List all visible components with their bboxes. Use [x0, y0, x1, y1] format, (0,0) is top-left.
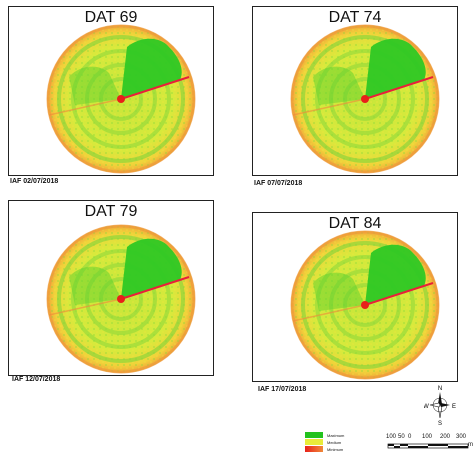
panel-caption: IAF 02/07/2018 [10, 178, 59, 185]
legend-item-medium: Medium [305, 439, 341, 445]
legend-item-maximum: Maximum [305, 432, 344, 438]
legend-label: Medium [327, 439, 342, 445]
svg-text:W: W [424, 404, 429, 410]
legend-swatch-medium [305, 439, 323, 445]
irrigation-circle-map [289, 23, 441, 175]
scale-unit: m [468, 442, 473, 448]
irrigation-circle-map [289, 229, 441, 381]
svg-text:E: E [452, 404, 456, 410]
legend-label: Maximum [327, 432, 345, 438]
irrigation-circle-map [45, 23, 197, 175]
svg-text:S: S [438, 421, 442, 426]
panel-caption: IAF 17/07/2018 [258, 386, 307, 393]
legend-label: Minimum [327, 446, 344, 452]
scale-label: 100 [386, 434, 397, 440]
panel-title: DAT 84 [328, 215, 382, 232]
panel-title: DAT 69 [84, 9, 138, 26]
map-panel-dat-74: DAT 74 [252, 6, 458, 176]
north-arrow-compass-icon: N S W E [424, 386, 456, 426]
scale-label: 200 [440, 434, 451, 440]
map-panel-dat-84: DAT 84 [252, 212, 458, 382]
irrigation-circle-map [45, 223, 197, 375]
panel-title: DAT 74 [328, 9, 382, 26]
svg-text:N: N [438, 386, 442, 392]
panel-title: DAT 79 [84, 203, 138, 220]
legend-swatch-minimum [305, 446, 323, 452]
panel-caption: IAF 07/07/2018 [254, 180, 303, 187]
scale-label: 0 [408, 434, 412, 440]
map-panel-dat-79: DAT 79 [8, 200, 214, 376]
legend: Maximum Medium Minimum [305, 432, 375, 454]
scale-label: 100 [422, 434, 433, 440]
panel-caption: IAF 12/07/2018 [12, 376, 61, 383]
scale-label: 300 [456, 434, 467, 440]
legend-swatch-maximum [305, 432, 323, 438]
map-panel-dat-69: DAT 69 [8, 6, 214, 176]
legend-item-minimum: Minimum [305, 446, 343, 452]
scale-bar: 100 50 0 100 200 300 m [386, 434, 473, 454]
scale-bar-graphic [387, 443, 469, 449]
scale-label: 50 [398, 434, 405, 440]
